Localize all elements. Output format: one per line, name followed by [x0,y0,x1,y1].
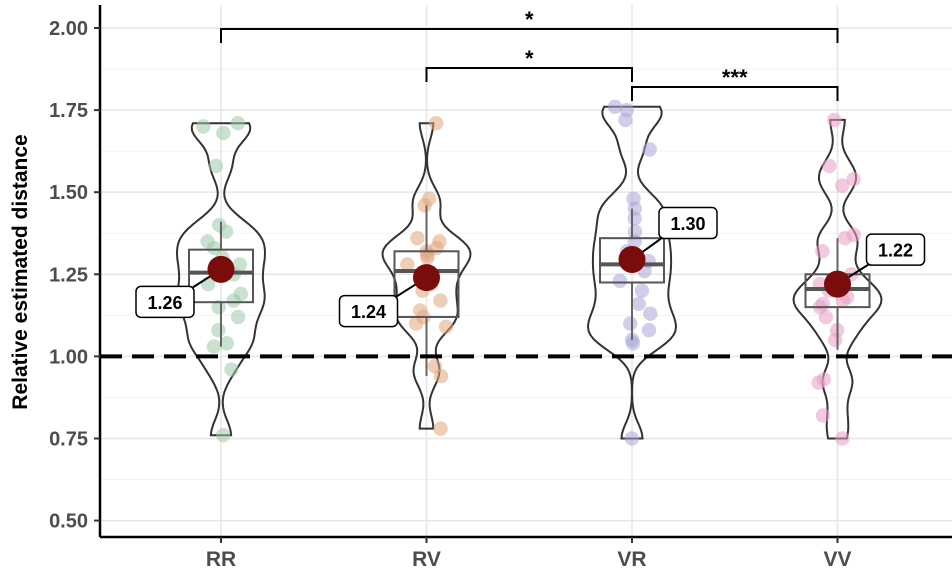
data-point [216,125,231,141]
data-point [642,142,657,157]
box-rr [188,248,254,304]
data-point [208,158,224,174]
data-point [224,362,239,377]
mean-point-rv [413,264,440,292]
y-tick-label: 0.50 [49,511,88,533]
significance-label: *** [722,65,748,90]
data-point [815,408,831,423]
y-tick-label: 1.00 [49,346,88,368]
axes-layer: 0.50 0.75 1.00 1.25 1.50 1.75 2.00 RR RV VR VV [49,5,952,571]
data-point [206,240,222,256]
mean-label: 1.30 [670,214,705,234]
data-point [428,116,444,131]
mean-label: 1.22 [878,241,913,261]
data-point [835,178,850,193]
data-point [433,293,448,308]
data-point [623,316,638,331]
mean-point-rr [207,255,235,283]
significance-label: * [525,7,534,32]
data-point [631,296,646,312]
mean-label-box [338,294,399,328]
mean-label-box [135,285,195,319]
significance-layer: ***** [220,7,839,101]
box-rv [393,250,460,318]
mean-layer: 1.26 1.24 1.30 1.22 [135,206,926,328]
mean-label: 1.24 [351,302,386,322]
significance-bracket [425,67,633,82]
data-point [433,368,449,384]
x-tick-label: RR [206,548,236,571]
box-vr [599,237,665,284]
data-point [811,375,826,390]
data-point [815,244,830,259]
violin-layer [175,105,883,440]
data-point [433,421,448,436]
mean-label-box [658,206,718,240]
y-tick-label: 0.75 [49,428,88,450]
data-point [827,112,842,128]
data-point [417,198,432,213]
x-tick-label: VV [823,548,851,571]
data-point [641,322,657,338]
data-point [612,273,628,289]
data-point [216,427,231,443]
data-point [643,306,658,321]
data-point [211,322,226,338]
significance-bracket [631,86,839,101]
data-point [196,119,211,134]
data-point [438,319,454,335]
mean-label-box [865,233,926,266]
data-point [634,283,650,298]
data-point [822,158,837,174]
data-point [219,336,234,351]
data-point [624,431,640,446]
data-point [206,339,222,354]
data-point [835,431,850,446]
box-layer [188,205,871,377]
data-point [607,99,623,115]
significance-bracket [220,28,839,43]
data-point [420,250,435,266]
y-tick-label: 2.00 [49,18,88,40]
data-point [625,336,641,351]
mean-point-vv [824,270,851,298]
data-point [827,332,843,348]
data-point [410,230,425,246]
data-point [408,316,424,331]
mean-label: 1.26 [147,293,182,313]
data-point [226,293,241,308]
data-point [218,224,234,239]
y-tick-label: 1.75 [49,100,88,122]
data-point [627,211,642,226]
mean-point-vr [618,246,646,274]
data-point [230,116,246,131]
y-axis-label: Relative estimated distance [9,134,32,409]
x-tick-label: VR [617,548,646,571]
violin-rr [175,122,267,437]
data-point [400,257,415,272]
data-point [846,171,861,187]
data-point [230,309,246,325]
data-point [818,309,834,325]
data-point [211,299,226,315]
y-tick-label: 1.25 [49,264,88,286]
y-tick-label: 1.50 [49,182,88,204]
x-tick-label: RV [412,548,441,571]
significance-label: * [525,46,534,71]
data-point [618,112,633,128]
data-point [837,230,853,246]
violin-vr [586,105,678,440]
